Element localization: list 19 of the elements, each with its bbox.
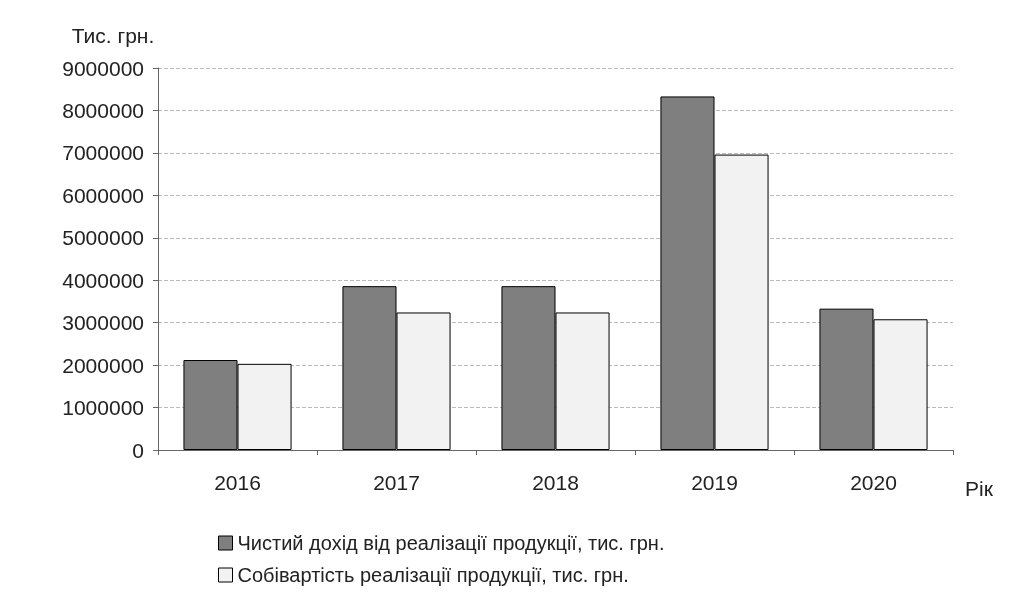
y-tick-label: 3000000: [62, 311, 144, 335]
y-tick-label: 7000000: [62, 141, 144, 165]
x-tick-label: 2016: [214, 471, 261, 494]
y-tick-label: 5000000: [62, 226, 144, 250]
y-tick-label: 6000000: [62, 183, 144, 207]
legend-label: Чистий дохід від реалізації продукції, тис. грн.: [237, 532, 665, 554]
x-axis-title: Рік: [965, 477, 994, 500]
y-tick-label: 2000000: [62, 353, 144, 377]
x-tick-label: 2018: [532, 471, 579, 494]
x-tick-label: 2020: [850, 471, 897, 494]
x-tick-label: 2019: [691, 471, 738, 494]
y-tick-label: 4000000: [62, 268, 144, 292]
y-tick-label: 9000000: [62, 56, 144, 80]
x-tick-label: 2017: [373, 471, 420, 494]
y-axis-title: Тис. грн.: [71, 24, 155, 47]
y-tick-label: 1000000: [62, 396, 144, 420]
y-tick-label: 0: [132, 438, 144, 462]
y-tick-label: 8000000: [62, 98, 144, 122]
legend-label: Собівартість реалізації продукції, тис. грн.: [237, 564, 629, 586]
